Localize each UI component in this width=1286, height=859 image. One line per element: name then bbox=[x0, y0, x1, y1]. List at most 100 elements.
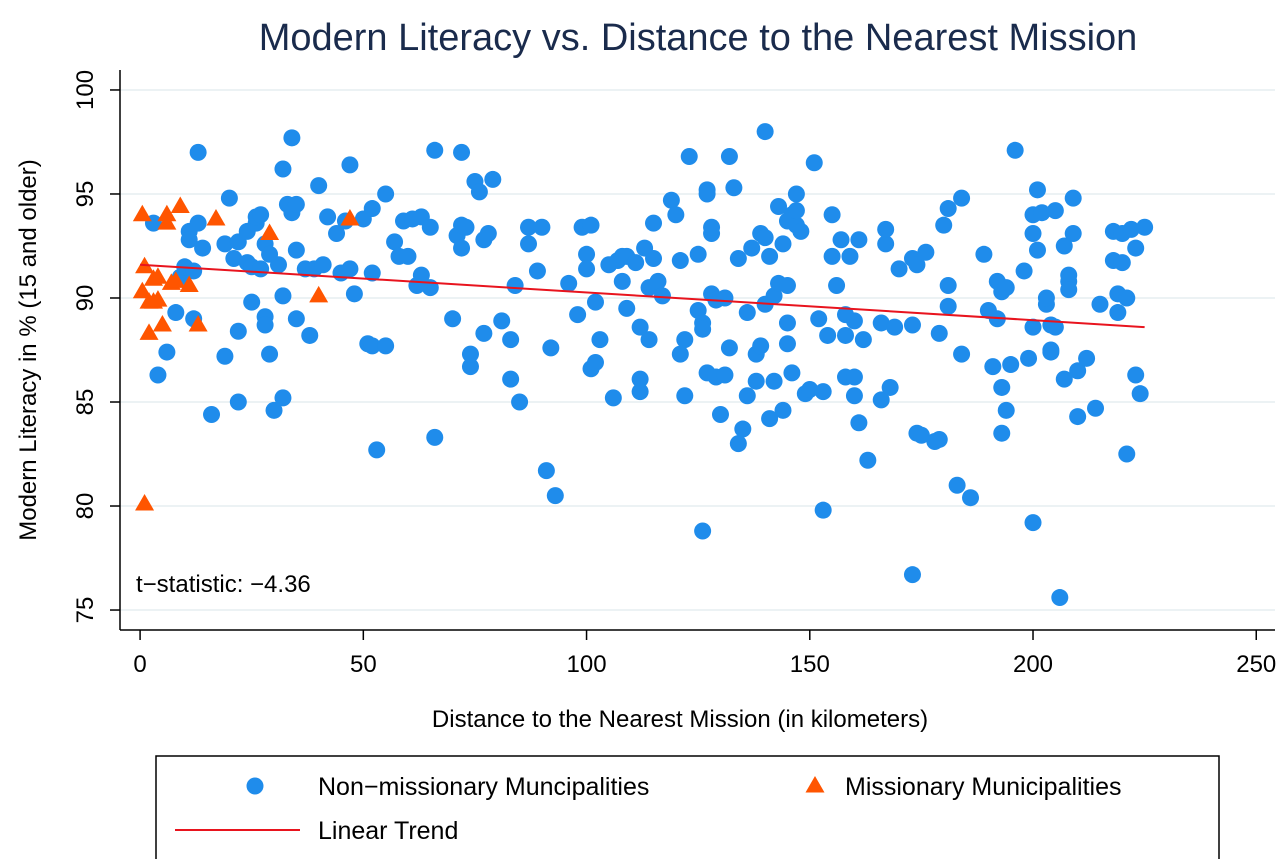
point bbox=[890, 260, 908, 278]
point bbox=[533, 218, 551, 236]
point bbox=[1024, 514, 1042, 532]
point bbox=[805, 154, 823, 172]
point bbox=[1055, 237, 1073, 255]
point bbox=[188, 315, 208, 332]
point bbox=[310, 177, 328, 195]
point bbox=[694, 320, 712, 338]
point bbox=[1109, 304, 1127, 322]
point bbox=[1064, 225, 1082, 243]
point bbox=[157, 213, 177, 230]
point bbox=[1051, 589, 1069, 607]
point bbox=[662, 191, 680, 209]
point bbox=[645, 249, 663, 267]
point bbox=[743, 239, 761, 257]
point bbox=[506, 277, 524, 295]
point bbox=[511, 393, 529, 411]
point bbox=[1118, 445, 1136, 463]
point bbox=[189, 143, 207, 161]
point bbox=[206, 208, 226, 226]
point bbox=[734, 420, 752, 438]
point bbox=[528, 262, 546, 280]
point bbox=[649, 272, 667, 290]
point bbox=[479, 225, 497, 243]
point bbox=[243, 293, 261, 311]
point bbox=[877, 220, 895, 238]
point bbox=[761, 410, 779, 428]
point bbox=[1136, 218, 1154, 236]
point bbox=[152, 315, 172, 332]
point bbox=[274, 389, 292, 407]
point bbox=[493, 312, 511, 330]
point bbox=[953, 345, 971, 363]
point bbox=[676, 331, 694, 349]
point bbox=[631, 370, 649, 388]
point bbox=[139, 323, 159, 340]
point bbox=[265, 401, 283, 419]
point bbox=[778, 335, 796, 353]
point bbox=[716, 289, 734, 307]
point bbox=[225, 249, 243, 267]
point bbox=[314, 256, 332, 274]
x-axis-label: Distance to the Nearest Mission (in kilo… bbox=[432, 706, 928, 733]
point bbox=[631, 318, 649, 336]
point bbox=[578, 260, 596, 278]
point bbox=[560, 274, 578, 292]
point bbox=[569, 306, 587, 324]
point bbox=[148, 290, 168, 307]
point bbox=[426, 141, 444, 159]
point bbox=[363, 264, 381, 282]
point bbox=[546, 487, 564, 505]
point bbox=[689, 245, 707, 263]
legend-label: Non−missionary Muncipalities bbox=[318, 773, 649, 801]
point bbox=[502, 331, 520, 349]
point bbox=[930, 430, 948, 448]
point bbox=[694, 522, 712, 540]
point bbox=[850, 231, 868, 249]
point bbox=[274, 287, 292, 305]
point bbox=[703, 218, 721, 236]
point bbox=[475, 324, 493, 342]
point bbox=[627, 254, 645, 272]
point bbox=[1024, 318, 1042, 336]
point bbox=[729, 435, 747, 453]
point bbox=[962, 489, 980, 507]
point bbox=[341, 156, 359, 174]
y-tick-label: 75 bbox=[72, 597, 99, 624]
point bbox=[671, 345, 689, 363]
point bbox=[738, 387, 756, 405]
point bbox=[645, 214, 663, 232]
point bbox=[520, 218, 538, 236]
trend-line bbox=[140, 263, 1145, 329]
point bbox=[167, 304, 185, 322]
point bbox=[774, 401, 792, 419]
point bbox=[930, 324, 948, 342]
point bbox=[194, 239, 212, 257]
point bbox=[170, 196, 190, 213]
point bbox=[229, 393, 247, 411]
y-tick-label: 85 bbox=[72, 389, 99, 416]
point bbox=[1046, 202, 1064, 220]
point bbox=[470, 183, 488, 201]
point bbox=[274, 160, 292, 178]
point bbox=[810, 310, 828, 328]
point bbox=[787, 202, 805, 220]
point bbox=[993, 424, 1011, 442]
point bbox=[453, 239, 471, 257]
point bbox=[939, 277, 957, 295]
point bbox=[716, 366, 734, 384]
point bbox=[582, 216, 600, 234]
point bbox=[1069, 408, 1087, 426]
point bbox=[1046, 318, 1064, 336]
point bbox=[814, 383, 832, 401]
point bbox=[792, 222, 810, 240]
point bbox=[845, 387, 863, 405]
point bbox=[586, 293, 604, 311]
point bbox=[256, 316, 274, 334]
point bbox=[260, 223, 280, 241]
point bbox=[453, 143, 471, 161]
point bbox=[845, 368, 863, 386]
point bbox=[631, 383, 649, 401]
point bbox=[908, 256, 926, 274]
point bbox=[520, 235, 538, 253]
